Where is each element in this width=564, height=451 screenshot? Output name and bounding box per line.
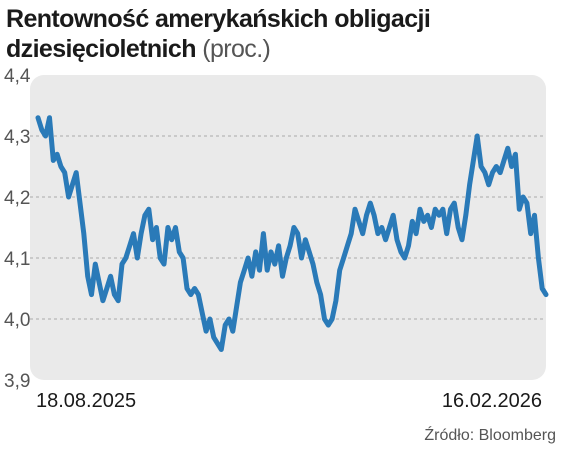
series-layer bbox=[35, 115, 549, 352]
y-tick-label: 4,4 bbox=[4, 66, 31, 87]
series-line bbox=[35, 115, 549, 352]
title-line-1: Rentowność amerykańskich obligacji bbox=[6, 5, 431, 33]
y-tick-label: 4,0 bbox=[4, 310, 30, 331]
y-tick-label: 4,1 bbox=[4, 249, 30, 270]
x-tick-start: 18.08.2025 bbox=[36, 390, 136, 412]
y-tick-label: 3,9 bbox=[4, 371, 30, 392]
x-tick-end: 16.02.2026 bbox=[442, 390, 542, 412]
source-note: Źródło: Bloomberg bbox=[424, 427, 556, 444]
plot-background bbox=[30, 75, 546, 380]
y-tick-label: 4,2 bbox=[4, 188, 30, 209]
unit-label: (proc.) bbox=[202, 35, 271, 63]
y-tick-label: 4,3 bbox=[4, 127, 30, 148]
title-line-2: dziesięcioletnich bbox=[6, 35, 196, 63]
y-axis-ticks: 4,4 4,3 4,2 4,1 4,0 3,9 bbox=[4, 66, 31, 392]
chart-title: Rentowność amerykańskich obligacji dzies… bbox=[6, 4, 558, 64]
